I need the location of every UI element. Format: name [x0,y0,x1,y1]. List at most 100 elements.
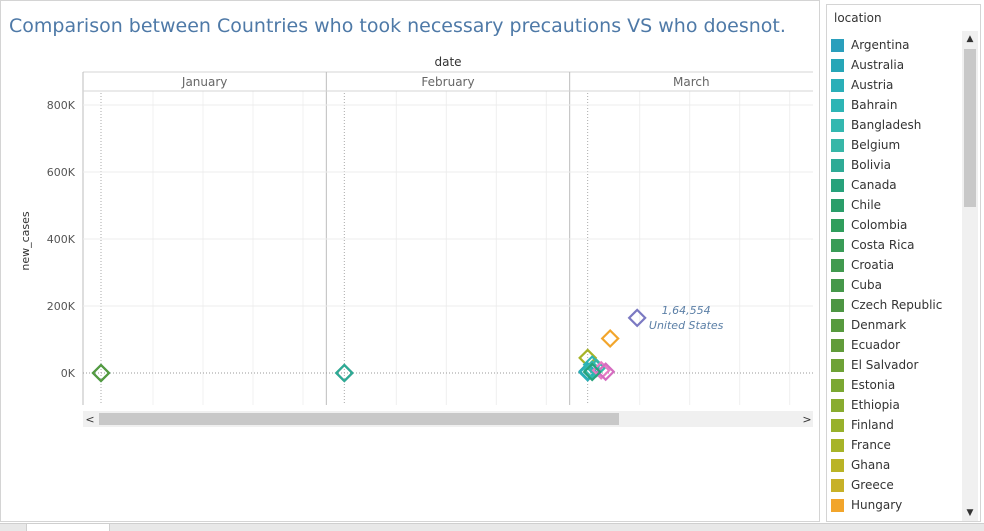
legend-item[interactable]: Estonia [831,375,961,395]
legend-item[interactable]: Costa Rica [831,235,961,255]
legend-swatch [831,58,844,72]
legend-label: Estonia [851,378,896,392]
legend-label: Ecuador [851,338,901,352]
legend-item[interactable]: Chile [831,195,961,215]
legend-item[interactable]: Belgium [831,135,961,155]
legend-label: Cuba [851,278,882,292]
legend-item[interactable]: Bahrain [831,95,961,115]
legend-swatch [831,238,844,252]
legend-swatch [831,318,844,332]
legend-label: El Salvador [851,358,919,372]
legend-swatch [831,78,844,92]
panel-header: March [673,75,710,89]
legend-panel: location Argentina Australia Austria Bahrai… [826,4,981,522]
legend-label: France [851,438,891,452]
legend-item[interactable]: Argentina [831,35,961,55]
legend-item[interactable]: Greece [831,475,961,495]
legend-swatch [831,118,844,132]
panel-header: February [421,75,474,89]
data-point [91,363,111,383]
legend-swatch [831,398,844,412]
scroll-up-icon[interactable]: ▲ [966,34,974,44]
legend-item[interactable]: Hungary [831,495,961,515]
legend-swatch [831,358,844,372]
legend-item[interactable]: Bangladesh [831,115,961,135]
legend-swatch [831,458,844,472]
legend-item[interactable]: Ghana [831,455,961,475]
legend-swatch [831,138,844,152]
scroll-down-icon[interactable]: ▼ [966,508,974,518]
legend-label: Bolivia [851,158,892,172]
legend-list: Argentina Australia Austria Bahrain Banglade… [831,35,961,515]
chart-area: Comparison between Countries who took ne… [0,0,820,522]
panel-header: January [181,75,228,89]
legend-label: Belgium [851,138,901,152]
legend-item[interactable]: Colombia [831,215,961,235]
legend-item[interactable]: Finland [831,415,961,435]
legend-item[interactable]: Ecuador [831,335,961,355]
sheet-tab[interactable] [26,524,110,531]
legend-swatch [831,478,844,492]
legend-label: Hungary [851,498,903,512]
legend-swatch [831,418,844,432]
legend-label: Australia [851,58,905,72]
data-point [600,328,620,349]
legend-item[interactable]: El Salvador [831,355,961,375]
scroll-left-icon[interactable]: < [85,413,94,426]
legend-label: Canada [851,178,897,192]
legend-swatch [831,338,844,352]
legend-scrollbar[interactable]: ▲ ▼ [962,31,978,521]
legend-item[interactable]: Bolivia [831,155,961,175]
legend-item[interactable]: Austria [831,75,961,95]
scroll-right-icon[interactable]: > [802,413,811,426]
data-point [582,362,602,382]
legend-label: Costa Rica [851,238,915,252]
chart-title: Comparison between Countries who took ne… [9,15,786,37]
legend-label: Finland [851,418,894,432]
legend-swatch [831,378,844,392]
legend-swatch [831,498,844,512]
legend-swatch [831,198,844,212]
legend-swatch [831,178,844,192]
data-point [334,363,354,383]
data-point [596,362,616,382]
legend-label: Austria [851,78,894,92]
legend-item[interactable]: Czech Republic [831,295,961,315]
legend-swatch [831,258,844,272]
legend-label: Denmark [851,318,907,332]
y-axis-label: new_cases [19,211,32,271]
legend-swatch [831,38,844,52]
scroll-thumb[interactable] [964,49,976,207]
legend-item[interactable]: Denmark [831,315,961,335]
y-tick-label: 800K [47,99,76,112]
legend-label: Argentina [851,38,910,52]
legend-swatch [831,158,844,172]
legend-item[interactable]: Cuba [831,275,961,295]
legend-swatch [831,278,844,292]
legend-swatch [831,218,844,232]
y-tick-label: 200K [47,300,76,313]
legend-label: Czech Republic [851,298,943,312]
y-tick-label: 0K [61,367,76,380]
y-tick-label: 400K [47,233,76,246]
legend-label: Ghana [851,458,891,472]
sheet-tab-bar [0,523,984,531]
legend-item[interactable]: Ethiopia [831,395,961,415]
legend-swatch [831,98,844,112]
legend-label: Croatia [851,258,895,272]
legend-item[interactable]: Croatia [831,255,961,275]
annotation-location: United States [649,319,724,332]
legend-label: Colombia [851,218,908,232]
legend-label: Chile [851,198,882,212]
legend-item[interactable]: Canada [831,175,961,195]
legend-swatch [831,438,844,452]
horizontal-scroll-thumb[interactable] [99,413,619,425]
legend-item[interactable]: France [831,435,961,455]
legend-label: Bangladesh [851,118,922,132]
legend-item[interactable]: Australia [831,55,961,75]
legend-label: Bahrain [851,98,898,112]
legend-label: Ethiopia [851,398,900,412]
legend-title: location [834,11,882,25]
y-tick-label: 600K [47,166,76,179]
legend-label: Greece [851,478,894,492]
